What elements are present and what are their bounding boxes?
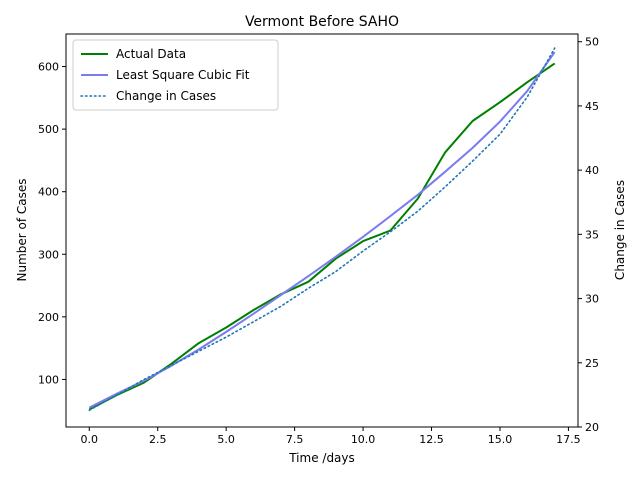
y2-tick-label: 45 <box>585 100 599 113</box>
y-axis-right: 20 25 30 35 40 45 50 <box>578 36 599 434</box>
x-tick-label: 0.0 <box>81 433 99 446</box>
y2-tick-label: 25 <box>585 357 599 370</box>
x-tick-label: 12.5 <box>419 433 444 446</box>
chart-title: Vermont Before SAHO <box>245 14 399 30</box>
y-tick-label: 500 <box>38 123 59 136</box>
x-tick-label: 5.0 <box>217 433 235 446</box>
y-tick-label: 600 <box>38 61 59 74</box>
x-tick-label: 7.5 <box>286 433 304 446</box>
x-tick-label: 15.0 <box>488 433 513 446</box>
x-tick-label: 17.5 <box>556 433 581 446</box>
y-tick-label: 400 <box>38 186 59 199</box>
plot-area <box>88 47 556 412</box>
series-line-actual-data <box>88 62 556 411</box>
legend-label: Change in Cases <box>116 89 216 103</box>
legend-box <box>72 39 279 111</box>
y-axis-left: 100 200 300 400 500 600 <box>38 61 66 386</box>
x-tick-label: 2.5 <box>149 433 167 446</box>
legend-label: Least Square Cubic Fit <box>116 68 250 82</box>
y2-tick-label: 30 <box>585 293 599 306</box>
y-tick-label: 200 <box>38 311 59 324</box>
x-axis-label: Time /days <box>288 451 355 465</box>
y-tick-label: 300 <box>38 248 59 261</box>
legend-label: Actual Data <box>116 47 186 61</box>
legend: Actual Data Least Square Cubic Fit Change … <box>72 39 279 111</box>
y2-tick-label: 50 <box>585 36 599 49</box>
x-tick-label: 10.0 <box>351 433 376 446</box>
series-line-least-square-cubic-fit <box>88 51 556 409</box>
y2-axis-label: Change in Cases <box>613 180 627 280</box>
plot-frame <box>65 33 579 428</box>
y-axis-label: Number of Cases <box>15 178 29 281</box>
y2-tick-label: 20 <box>585 421 599 434</box>
y2-tick-label: 40 <box>585 164 599 177</box>
y2-tick-label: 35 <box>585 228 599 241</box>
x-axis: 0.0 2.5 5.0 7.5 10.0 12.5 15.0 17.5 <box>81 427 581 446</box>
series-line-change-in-cases <box>88 47 556 412</box>
y-tick-label: 100 <box>38 373 59 386</box>
